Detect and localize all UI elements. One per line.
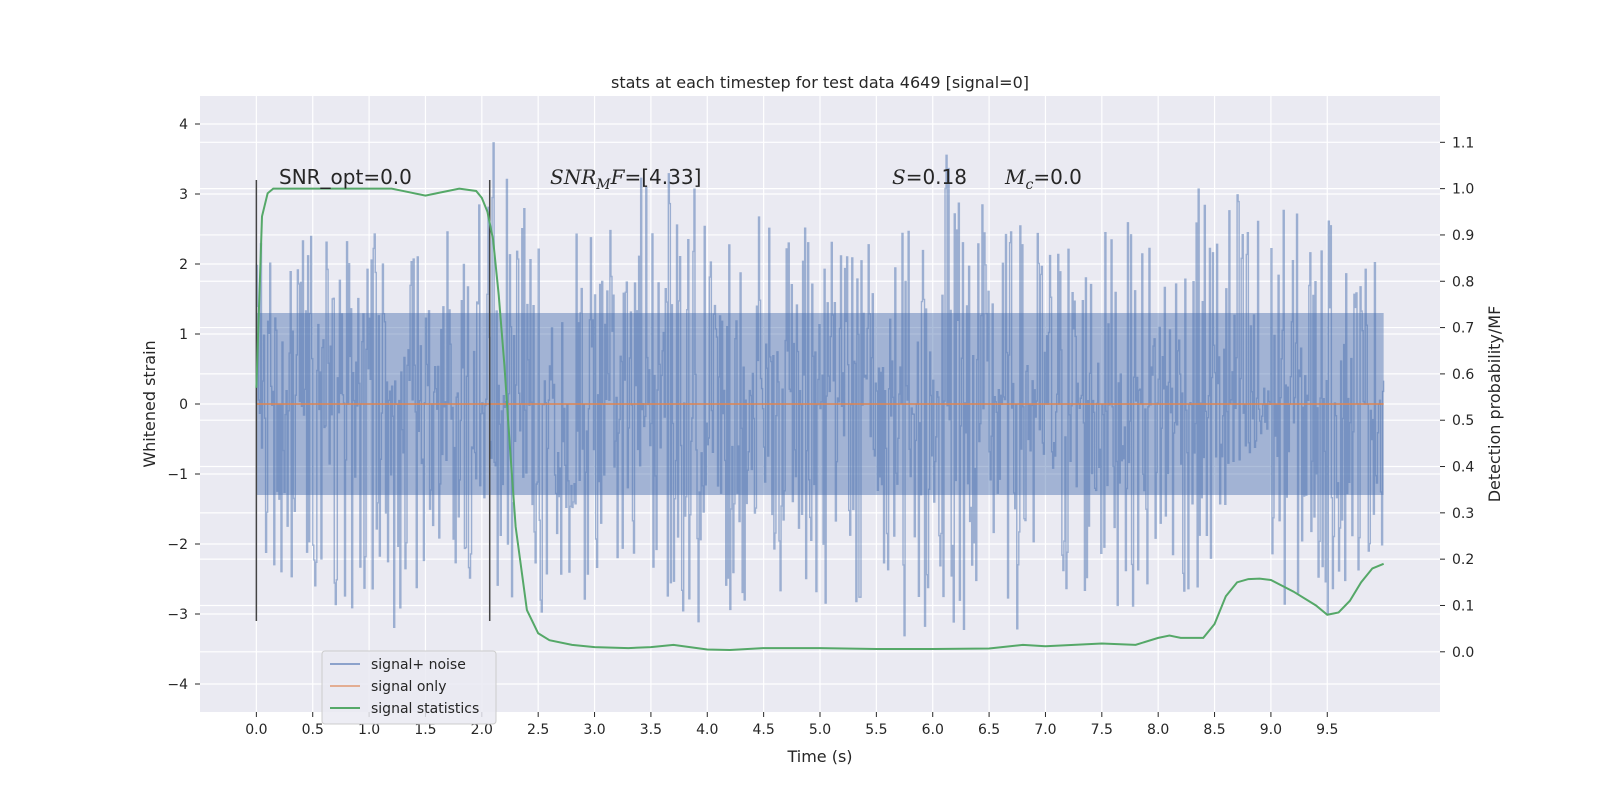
- annotation-mc: Mc=0.0: [1004, 165, 1082, 193]
- noise-trace: [255, 142, 1385, 637]
- annotation-snr-opt: SNR_opt=0.0: [279, 165, 412, 189]
- x-tick-label: 7.5: [1091, 722, 1113, 738]
- x-tick-label: 1.5: [414, 722, 436, 738]
- x-tick-label: 7.0: [1034, 722, 1056, 738]
- x-tick-label: 2.0: [471, 722, 493, 738]
- x-tick-label: 0.0: [245, 722, 267, 738]
- snr-mf-subscript: M: [595, 177, 611, 193]
- y2-tick-labels: 1.1 1.0 0.9 0.8 0.7 0.6 0.5 0.4 0.3 0.2 0.1 0.0: [1440, 135, 1474, 661]
- x-tick-label: 4.0: [696, 722, 718, 738]
- legend-label-noise: signal+ noise: [371, 657, 466, 673]
- y-tick-label: 4: [179, 117, 188, 133]
- x-tick-label: 9.5: [1316, 722, 1338, 738]
- y-tick-labels: 4 3 2 1 0 −1 −2 −3 −4: [167, 117, 200, 693]
- y-tick-label: 1: [179, 327, 188, 343]
- x-tick-label: 3.0: [583, 722, 605, 738]
- legend-label-stats: signal statistics: [371, 701, 479, 717]
- y2-tick-label: 0.2: [1452, 552, 1474, 568]
- y-tick-label: 2: [179, 257, 188, 273]
- chart-title: stats at each timestep for test data 464…: [611, 73, 1029, 92]
- y2-axis-label: Detection probability/MF: [1485, 306, 1504, 503]
- snr-mf-base: SNR: [550, 165, 596, 189]
- y2-tick-label: 0.3: [1452, 506, 1474, 522]
- x-tick-label: 5.0: [809, 722, 831, 738]
- x-axis-label: Time (s): [786, 747, 852, 766]
- signal-statistics-series: [255, 187, 1385, 651]
- y-tick-label: −3: [167, 607, 188, 623]
- y-tick-label: 0: [179, 397, 188, 413]
- x-tick-label: 9.0: [1260, 722, 1282, 738]
- x-tick-label: 6.0: [922, 722, 944, 738]
- legend-label-signal: signal only: [371, 679, 446, 695]
- y2-tick-label: 0.5: [1452, 413, 1474, 429]
- x-tick-labels: 0.0 0.5 1.0 1.5 2.0 2.5 3.0 3.5 4.0 4.5 5.0 5.5 6.0 6…: [245, 712, 1338, 738]
- y2-tick-label: 1.1: [1452, 135, 1474, 151]
- y-tick-label: 3: [179, 187, 188, 203]
- y-tick-label: −2: [167, 537, 188, 553]
- x-tick-label: 5.5: [865, 722, 887, 738]
- legend-box: [321, 650, 497, 725]
- y-tick-label: −4: [167, 677, 188, 693]
- x-tick-label: 6.5: [978, 722, 1000, 738]
- y2-tick-label: 0.0: [1452, 645, 1474, 661]
- x-tick-label: 1.0: [358, 722, 380, 738]
- y2-tick-label: 0.1: [1452, 598, 1474, 614]
- mc-subscript: c: [1025, 177, 1033, 193]
- annotation-snr-mf: SNRMF=[4.33]: [550, 165, 701, 193]
- s-label: S: [892, 165, 906, 189]
- mc-value: =0.0: [1033, 165, 1082, 189]
- y-tick-label: −1: [167, 467, 188, 483]
- x-tick-label: 8.0: [1147, 722, 1169, 738]
- mc-label: M: [1004, 165, 1026, 189]
- x-tick-label: 0.5: [302, 722, 324, 738]
- y2-tick-label: 1.0: [1452, 182, 1474, 198]
- y-axis-label: Whitened strain: [140, 340, 159, 467]
- y2-tick-label: 0.7: [1452, 321, 1474, 337]
- y2-tick-label: 0.8: [1452, 274, 1474, 290]
- y2-tick-label: 0.9: [1452, 228, 1474, 244]
- y2-tick-label: 0.6: [1452, 367, 1474, 383]
- legend: signal+ noise signal only signal statist…: [321, 650, 497, 725]
- vertical-markers: [255, 180, 491, 621]
- snr-mf-value: =[4.33]: [625, 165, 702, 189]
- snr-mf-suffix: F: [610, 165, 626, 189]
- x-tick-label: 3.5: [640, 722, 662, 738]
- annotation-s: S=0.18: [892, 165, 967, 189]
- x-tick-label: 8.5: [1203, 722, 1225, 738]
- x-tick-label: 4.5: [753, 722, 775, 738]
- x-tick-label: 2.5: [527, 722, 549, 738]
- y2-tick-label: 0.4: [1452, 460, 1474, 476]
- s-value: =0.18: [906, 165, 967, 189]
